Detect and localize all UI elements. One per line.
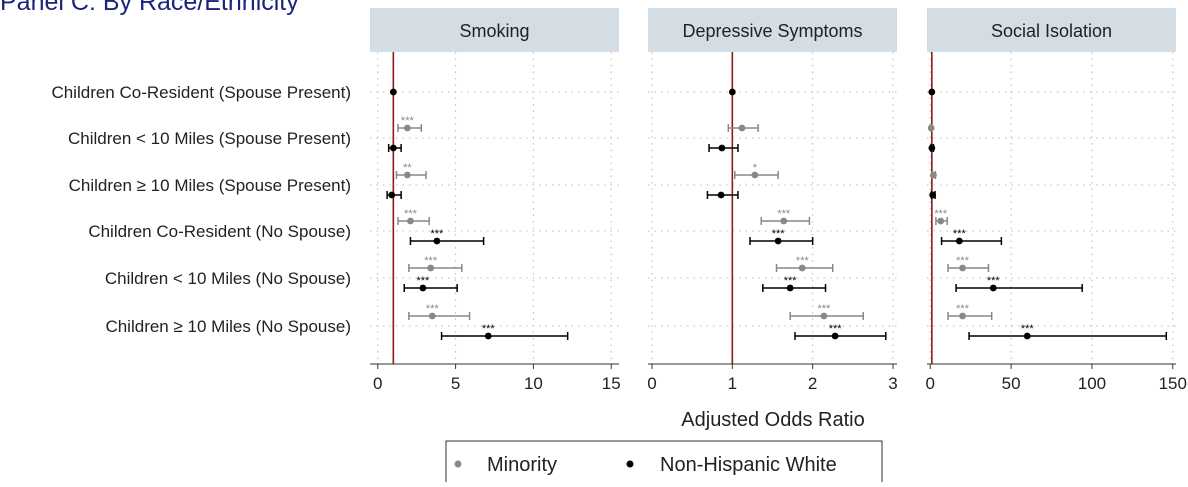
estimate-point [959,264,966,272]
chart-title: Panel C: By Race/Ethnicity [0,0,299,16]
significance-label: *** [796,255,810,267]
estimate-point [717,191,725,199]
significance-label: *** [953,228,967,240]
significance-label: *** [424,255,438,267]
significance-label: *** [1021,323,1035,335]
x-tick-label: 0 [925,374,934,393]
estimate-point [930,171,937,179]
significance-label: ** [403,162,412,174]
significance-label: *** [777,208,791,220]
estimate-point [419,284,427,292]
x-tick-label: 150 [1159,374,1187,393]
x-tick-label: 3 [888,374,897,393]
estimate-point [427,264,435,272]
legend-marker [454,460,462,468]
significance-label: *** [784,275,798,287]
significance-label: *** [956,255,970,267]
estimate-point [831,332,839,340]
x-tick-label: 100 [1078,374,1106,393]
legend-label: Minority [487,454,557,476]
x-tick-label: 15 [602,374,621,393]
significance-label: *** [817,303,831,315]
estimate-point [1023,332,1031,340]
estimate-point [786,284,794,292]
significance-label: *** [401,115,415,127]
row-label: Children < 10 Miles (Spouse Present) [68,129,351,148]
significance-label: *** [482,323,496,335]
estimate-point [389,144,397,152]
panel-title: Smoking [459,21,529,41]
legend-label: Non-Hispanic White [660,454,837,476]
estimate-point [407,217,414,225]
estimate-point [428,312,436,320]
significance-label: * [753,162,758,174]
x-axis-label: Adjusted Odds Ratio [681,409,864,431]
estimate-point [989,284,997,292]
estimate-point [728,88,736,96]
estimate-point [403,124,411,132]
estimate-point [959,312,966,320]
estimate-point [820,312,828,320]
significance-label: *** [772,228,786,240]
estimate-point [928,144,936,152]
panel-title: Social Isolation [991,21,1112,41]
significance-label: *** [829,323,843,335]
x-tick-label: 0 [373,374,382,393]
x-tick-label: 2 [808,374,817,393]
x-tick-label: 50 [1002,374,1021,393]
estimate-point [774,237,782,245]
x-tick-label: 5 [451,374,460,393]
row-label: Children Co-Resident (No Spouse) [88,222,351,241]
significance-label: *** [416,275,430,287]
significance-label: *** [934,208,948,220]
estimate-point [389,88,397,96]
significance-label: *** [956,303,970,315]
significance-label: *** [426,303,440,315]
x-tick-label: 0 [647,374,656,393]
estimate-point [929,191,937,199]
x-tick-label: 1 [728,374,737,393]
panel-strip [927,8,1176,52]
estimate-point [955,237,963,245]
estimate-point [798,264,806,272]
estimate-point [388,191,396,199]
row-label: Children ≥ 10 Miles (No Spouse) [105,317,351,336]
estimate-point [738,124,746,132]
panel-title: Depressive Symptoms [682,21,862,41]
estimate-point [751,171,759,179]
x-tick-label: 10 [524,374,543,393]
estimate-point [780,217,788,225]
estimate-point [433,237,441,245]
row-label: Children < 10 Miles (No Spouse) [105,269,351,288]
estimate-point [928,88,936,96]
row-label: Children ≥ 10 Miles (Spouse Present) [69,176,351,195]
estimate-point [927,124,935,132]
legend-marker [626,460,634,468]
estimate-point [937,217,945,225]
row-label: Children Co-Resident (Spouse Present) [51,83,351,102]
panel-strip [648,8,897,52]
significance-label: *** [404,208,418,220]
estimate-point [718,144,726,152]
significance-label: *** [430,228,444,240]
estimate-point [403,171,411,179]
significance-label: *** [987,275,1001,287]
panel-strip [370,8,619,52]
estimate-point [484,332,492,340]
